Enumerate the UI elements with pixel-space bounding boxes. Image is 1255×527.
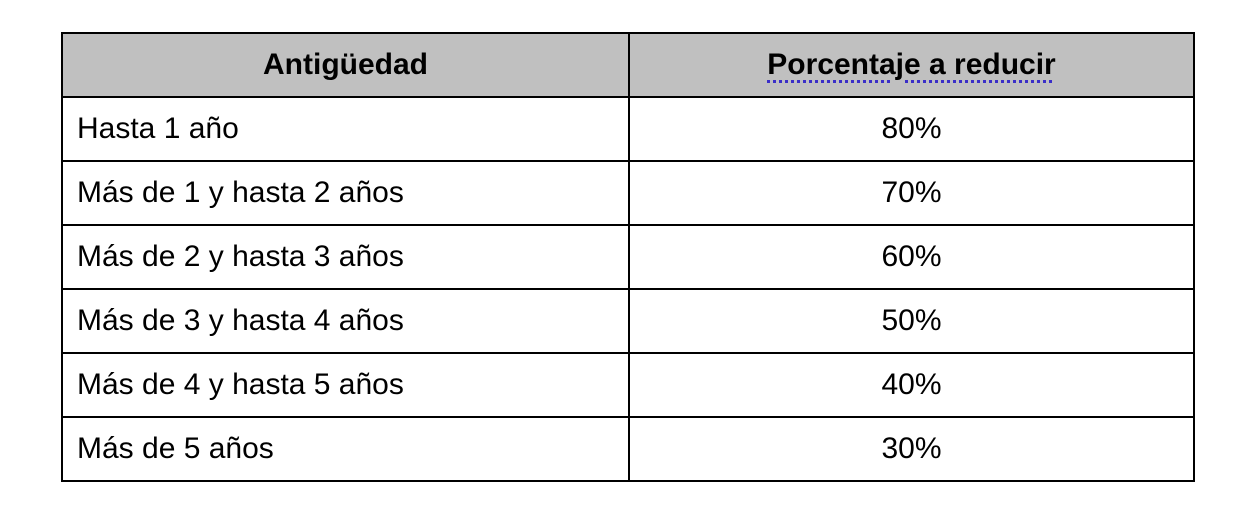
antiguedad-cell: Más de 3 y hasta 4 años — [61, 288, 630, 354]
reduction-table: Antigüedad Porcentaje a reducir Hasta 1 … — [61, 32, 1195, 482]
porcentaje-cell: 30% — [628, 416, 1195, 482]
header-porcentaje: Porcentaje a reducir — [628, 32, 1195, 98]
antiguedad-cell: Más de 4 y hasta 5 años — [61, 352, 630, 418]
table-row: Hasta 1 año 80% — [61, 96, 1195, 162]
table-row: Más de 4 y hasta 5 años 40% — [61, 352, 1195, 418]
antiguedad-cell: Más de 1 y hasta 2 años — [61, 160, 630, 226]
porcentaje-cell: 50% — [628, 288, 1195, 354]
antiguedad-cell: Más de 5 años — [61, 416, 630, 482]
header-row: Antigüedad Porcentaje a reducir — [61, 32, 1195, 98]
table-row: Más de 2 y hasta 3 años 60% — [61, 224, 1195, 290]
table-row: Más de 1 y hasta 2 años 70% — [61, 160, 1195, 226]
header-antiguedad: Antigüedad — [61, 32, 630, 98]
porcentaje-cell: 70% — [628, 160, 1195, 226]
table-row: Más de 5 años 30% — [61, 416, 1195, 482]
antiguedad-cell: Hasta 1 año — [61, 96, 630, 162]
table-row: Más de 3 y hasta 4 años 50% — [61, 288, 1195, 354]
porcentaje-cell: 80% — [628, 96, 1195, 162]
header-porcentaje-label: Porcentaje a reducir — [767, 48, 1056, 81]
antiguedad-cell: Más de 2 y hasta 3 años — [61, 224, 630, 290]
porcentaje-cell: 40% — [628, 352, 1195, 418]
porcentaje-cell: 60% — [628, 224, 1195, 290]
